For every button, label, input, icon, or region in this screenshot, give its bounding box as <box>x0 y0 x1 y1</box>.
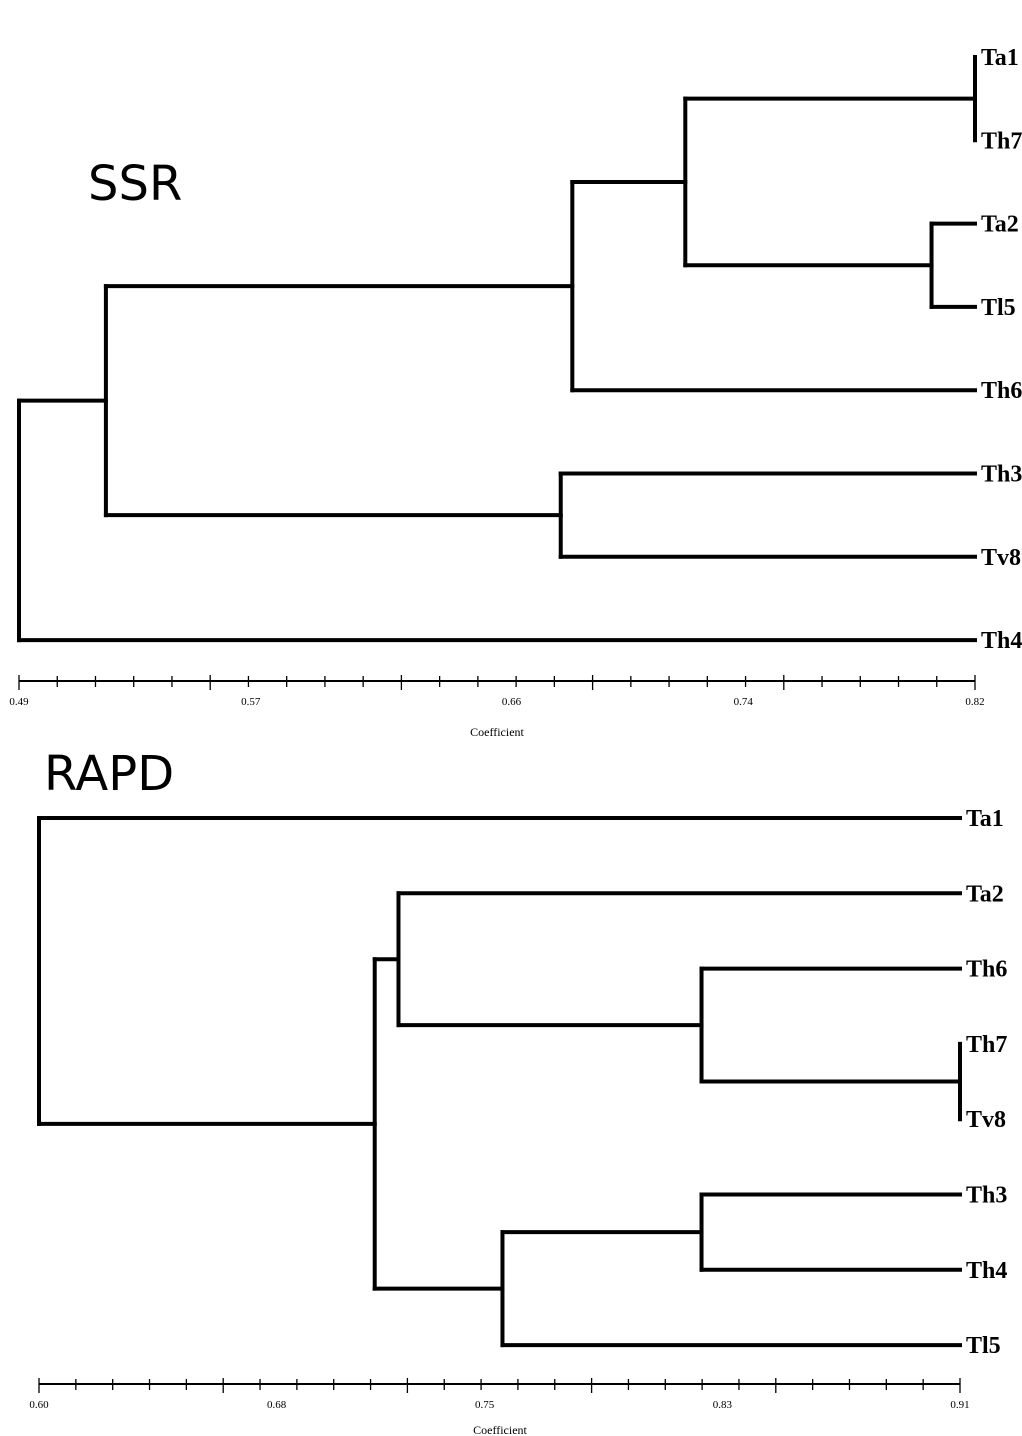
rapd-leaf-label-tl5: Tl5 <box>966 1333 1001 1359</box>
ssr-tick-label: 0.82 <box>965 696 984 708</box>
rapd-leaf-label-tv8: Tv8 <box>966 1107 1006 1133</box>
ssr-tick-label: 0.66 <box>502 696 522 708</box>
rapd-leaf-label-th7: Th7 <box>966 1032 1007 1058</box>
ssr-leaf-label-th6: Th6 <box>981 378 1022 404</box>
rapd-axis-title: Coefficient <box>473 1423 527 1436</box>
ssr-tick-label: 0.49 <box>9 696 29 708</box>
rapd-tick-label: 0.75 <box>475 1399 495 1411</box>
rapd-branches <box>37 816 962 1348</box>
ssr-leaf-label-ta2: Ta2 <box>981 212 1019 238</box>
ssr-panel-title: SSR <box>88 156 182 212</box>
ssr-leaf-label-th3: Th3 <box>981 462 1022 488</box>
ssr-tick-label: 0.57 <box>241 696 261 708</box>
ssr-tick-label: 0.74 <box>734 696 754 708</box>
rapd-leaf-label-th4: Th4 <box>966 1258 1007 1284</box>
rapd-panel-title: RAPD <box>44 746 174 802</box>
ssr-axis-ticks: 0.49 0.57 0.66 0.74 0.82 <box>9 675 985 708</box>
rapd-coefficient-axis: 0.60 0.68 0.75 0.83 0.91 Coefficient <box>29 1378 970 1436</box>
rapd-tick-label: 0.68 <box>267 1399 287 1411</box>
rapd-tick-label: 0.91 <box>950 1399 969 1411</box>
ssr-coefficient-axis: 0.49 0.57 0.66 0.74 0.82 Coefficient <box>9 675 985 739</box>
rapd-leaf-label-ta1: Ta1 <box>966 806 1004 832</box>
rapd-leaf-labels: Ta1 Ta2 Th6 Th7 Tv8 Th3 Th4 Tl5 <box>966 806 1007 1359</box>
rapd-leaf-label-th3: Th3 <box>966 1183 1007 1209</box>
ssr-leaf-label-ta1: Ta1 <box>981 45 1019 71</box>
ssr-axis-title: Coefficient <box>470 725 524 739</box>
rapd-leaf-label-th6: Th6 <box>966 957 1007 983</box>
ssr-leaf-label-tl5: Tl5 <box>981 295 1016 321</box>
ssr-leaf-label-th7: Th7 <box>981 128 1022 154</box>
ssr-dendrogram-panel: SSR Ta1 Th7 Ta2 Tl5 Th6 Th3 Tv8 Th4 0.49 0.57 0.6… <box>9 45 1022 739</box>
rapd-axis-ticks: 0.60 0.68 0.75 0.83 0.91 <box>29 1378 970 1411</box>
rapd-tick-label: 0.60 <box>29 1399 49 1411</box>
ssr-leaf-label-tv8: Tv8 <box>981 545 1021 571</box>
ssr-leaf-label-th4: Th4 <box>981 628 1022 654</box>
ssr-leaf-labels: Ta1 Th7 Ta2 Tl5 Th6 Th3 Tv8 Th4 <box>981 45 1022 654</box>
ssr-branches <box>17 55 977 643</box>
rapd-leaf-label-ta2: Ta2 <box>966 881 1004 907</box>
rapd-tick-label: 0.83 <box>713 1399 733 1411</box>
